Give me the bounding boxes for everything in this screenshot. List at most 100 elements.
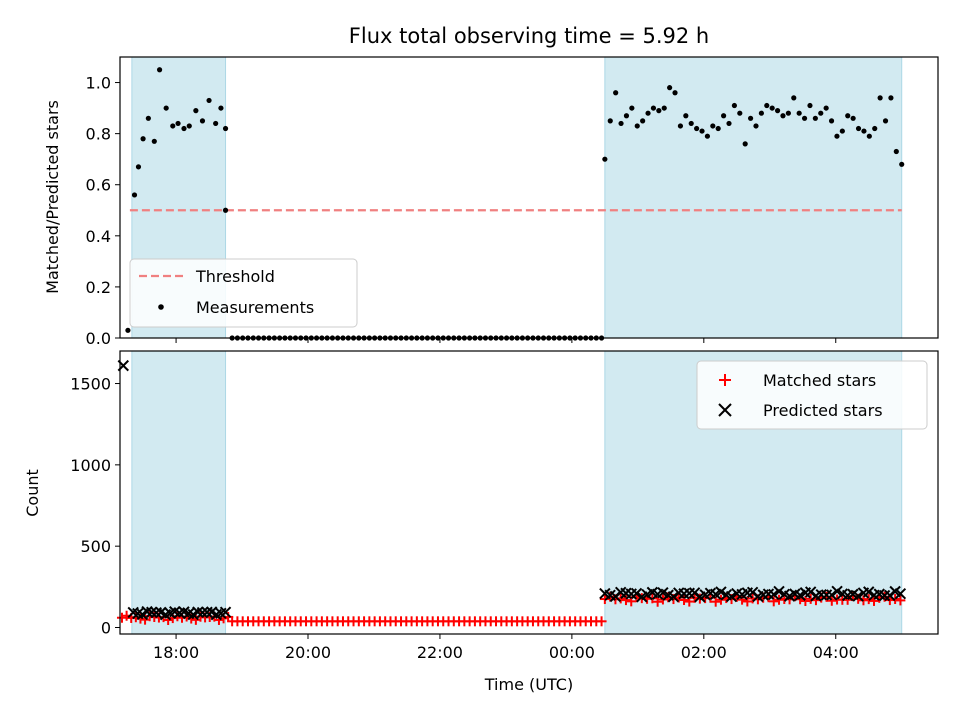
measurement-point xyxy=(893,148,899,155)
measurement-point xyxy=(812,115,818,121)
predicted-mark-b xyxy=(778,588,791,601)
x-axis-label: Time (UTC) xyxy=(484,675,573,694)
predicted-mark-b xyxy=(657,586,669,599)
measurement-point xyxy=(850,115,856,121)
matched-star-point xyxy=(895,595,906,606)
y-tick-label: 1000 xyxy=(70,456,111,475)
measurement-point xyxy=(877,95,883,101)
matched-star-point xyxy=(800,596,811,607)
predicted-mark-b xyxy=(219,606,232,618)
x-tick-label: 22:00 xyxy=(417,643,463,662)
measurement-point xyxy=(753,123,759,129)
measurement-point xyxy=(683,113,689,119)
measurement-point xyxy=(213,120,219,127)
predicted-mark-b xyxy=(201,606,213,618)
measurement-point xyxy=(613,90,619,96)
predicted-star-point xyxy=(852,590,864,602)
top-y-axis-label: Matched/Predicted stars xyxy=(43,100,62,294)
predicted-legend-swatch xyxy=(718,403,732,417)
measurement-point xyxy=(796,110,802,116)
predicted-star-point xyxy=(863,586,875,598)
measurement-point xyxy=(888,95,894,101)
threshold-legend-label: Threshold xyxy=(195,267,275,286)
predicted-star-point xyxy=(725,590,738,603)
matched-star-point xyxy=(715,594,726,605)
measurement-point xyxy=(199,118,206,124)
predicted-mark-b xyxy=(826,589,838,601)
measurement-point xyxy=(780,113,786,119)
measurement-point xyxy=(845,113,851,119)
predicted-mark-b xyxy=(852,590,864,602)
y-tick-label: 0.0 xyxy=(86,329,111,348)
measurement-point xyxy=(640,118,646,124)
matched-star-point xyxy=(596,616,607,627)
measurement-point xyxy=(855,125,862,132)
measurement-point xyxy=(731,102,737,109)
x-tick-label: 18:00 xyxy=(153,643,199,662)
y-tick-label: 1500 xyxy=(70,375,111,394)
measurement-point xyxy=(694,125,700,132)
predicted-mark-b xyxy=(604,589,616,601)
matched-star-point xyxy=(710,596,721,607)
measurement-point xyxy=(699,128,705,134)
predicted-mark-b xyxy=(178,606,190,618)
measurement-point xyxy=(818,110,824,116)
measurement-point xyxy=(131,192,138,198)
predicted-mark-b xyxy=(614,586,627,599)
predicted-star-point xyxy=(145,606,158,618)
predicted-mark-b xyxy=(667,590,680,603)
measurement-point xyxy=(206,97,212,104)
measurement-point xyxy=(175,120,181,127)
bottom-panel-frame xyxy=(119,350,939,635)
bottom-panel: 0 500 1000 1500 18:00 20:00 22:00 00:00 02:00 04… xyxy=(23,350,939,694)
predicted-star-point xyxy=(192,606,204,618)
measurement-point xyxy=(135,164,142,170)
measurement-point xyxy=(650,105,657,111)
bottom-x-axis: 18:00 20:00 22:00 00:00 02:00 04:00 xyxy=(153,634,859,662)
predicted-mark-b xyxy=(150,607,162,619)
predicted-mark-b xyxy=(182,607,195,620)
predicted-star-point xyxy=(773,585,785,598)
measurement-point xyxy=(193,108,199,114)
bottom-plot-marks xyxy=(116,359,907,627)
predicted-star-point xyxy=(630,587,643,600)
predicted-star-point xyxy=(768,588,780,601)
predicted-mark-b xyxy=(768,588,780,601)
predicted-star-point xyxy=(826,589,838,601)
predicted-mark-b xyxy=(889,585,901,598)
predicted-mark-b xyxy=(863,586,875,598)
predicted-mark-b xyxy=(155,606,167,619)
predicted-mark-b xyxy=(815,588,827,601)
y-tick-label: 0 xyxy=(101,618,111,637)
measurement-point xyxy=(769,105,775,111)
predicted-mark-b xyxy=(894,587,907,600)
measurement-point xyxy=(726,120,732,127)
measurement-point xyxy=(218,105,224,111)
y-tick-label: 0.8 xyxy=(86,125,111,144)
measurement-point xyxy=(151,138,157,144)
predicted-star-point xyxy=(715,586,727,598)
predicted-mark-b xyxy=(731,587,743,600)
measurement-point xyxy=(661,105,667,111)
measurement-point xyxy=(872,125,878,132)
predicted-star-point xyxy=(150,607,162,619)
measurement-point xyxy=(677,123,684,129)
measurement-point xyxy=(667,85,673,91)
measurement-point xyxy=(828,118,835,124)
measurement-point xyxy=(866,133,872,139)
predicted-mark-b xyxy=(725,590,738,603)
predicted-star-point xyxy=(141,605,153,618)
y-tick-label: 0.4 xyxy=(86,227,111,246)
top-legend-box xyxy=(129,258,358,328)
predicted-mark-b xyxy=(704,587,717,599)
x-tick-label: 00:00 xyxy=(549,643,595,662)
measurement-point xyxy=(737,110,743,116)
observing-interval xyxy=(131,350,227,635)
predicted-mark-b xyxy=(831,585,843,598)
bottom-legend-box xyxy=(696,360,928,430)
measurement-point xyxy=(801,115,808,121)
predicted-mark-b xyxy=(127,606,139,619)
top-panel: 0.0 0.2 0.4 0.6 0.8 1.0 Matched/Predicted sta… xyxy=(43,56,939,348)
observing-interval xyxy=(604,56,903,339)
matched-legend-swatch xyxy=(719,374,731,386)
